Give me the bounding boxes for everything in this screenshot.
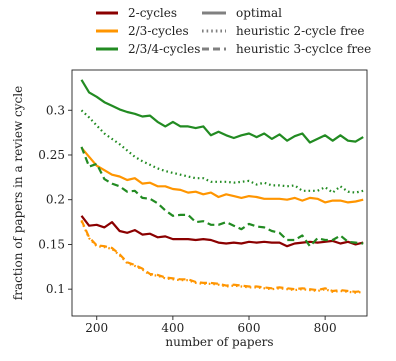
plot-frame xyxy=(71,69,368,317)
y-tick-label: 0.15 xyxy=(38,237,65,251)
series-line-2-3-cycles-dashed xyxy=(80,219,364,293)
x-tick-label: 200 xyxy=(85,321,108,335)
x-axis-ticks: 200 400 600 800 xyxy=(85,316,337,335)
legend-label-color: 2/3-cycles xyxy=(128,24,189,38)
series-layer xyxy=(80,79,364,294)
series-line-2-3-4-cycles-dashed xyxy=(80,146,364,248)
x-tick-label: 600 xyxy=(238,321,261,335)
y-tick-label: 0.3 xyxy=(46,103,65,117)
series-line-2-cycles-solid xyxy=(80,215,364,248)
series-line-2-3-cycles-solid xyxy=(80,147,364,204)
y-tick-label: 0.1 xyxy=(46,282,65,296)
legend-label-style: heuristic 2-cycle free xyxy=(236,24,365,38)
legend-label-style: optimal xyxy=(236,6,282,20)
legend: 2-cycles 2/3-cycles 2/3/4-cycles optimal heu… xyxy=(96,6,371,56)
legend-label-color: 2/3/4-cycles xyxy=(128,42,200,56)
x-tick-label: 800 xyxy=(314,321,337,335)
y-axis-label: fraction of papers in a review cycle xyxy=(11,86,25,300)
y-tick-label: 0.2 xyxy=(46,193,65,207)
series-line-2-3-4-cycles-dotted xyxy=(80,109,364,194)
y-axis-ticks: 0.1 0.15 0.2 0.25 0.3 xyxy=(38,103,72,296)
x-axis-label: number of papers xyxy=(165,335,273,349)
legend-label-color: 2-cycles xyxy=(128,6,177,20)
x-tick-label: 400 xyxy=(161,321,184,335)
y-tick-label: 0.25 xyxy=(38,148,65,162)
legend-label-style: heuristic 3-cyclce free xyxy=(236,42,371,56)
series-line-2-3-4-cycles-solid xyxy=(80,79,364,144)
